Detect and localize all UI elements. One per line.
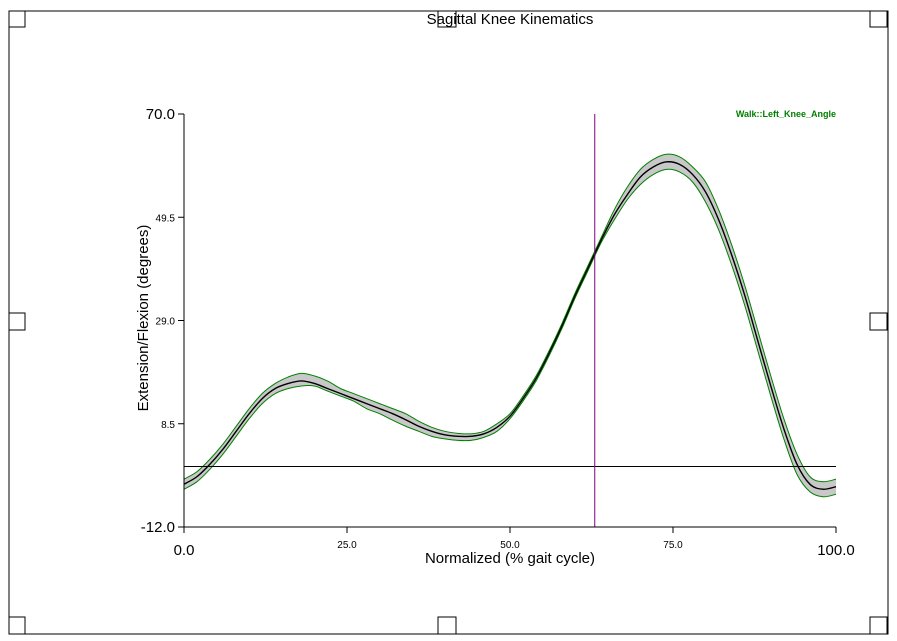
- x-tick-label: 0.0: [174, 542, 195, 559]
- x-tick-label: 25.0: [337, 540, 357, 551]
- resize-handle-top-right[interactable]: [869, 10, 888, 28]
- std-band-lower-line: [183, 168, 837, 498]
- resize-handle-top-left[interactable]: [8, 10, 26, 28]
- plot-area: 70.0 49.5 29.0 8.5 -12.0 0.0 25.0 50.0 75.0 100.0: [141, 106, 855, 559]
- std-band-fill: [184, 154, 836, 497]
- y-tick-label: 70.0: [146, 106, 175, 123]
- resize-handle-bottom-center[interactable]: [437, 616, 457, 635]
- y-tick-label: 29.0: [156, 317, 176, 328]
- resize-handle-bottom-left[interactable]: [8, 616, 26, 635]
- resize-handle-middle-left[interactable]: [8, 312, 26, 331]
- chart-title: Sagittal Knee Kinematics: [427, 11, 594, 28]
- x-tick-label: 75.0: [663, 540, 683, 551]
- y-tick-label: -12.0: [141, 519, 175, 536]
- y-axis-label: Extension/Flexion (degrees): [135, 225, 152, 412]
- y-tick-label: 49.5: [156, 213, 176, 224]
- resize-handle-bottom-right[interactable]: [869, 616, 888, 635]
- x-tick-label: 100.0: [817, 542, 855, 559]
- y-tick-label: 8.5: [161, 420, 175, 431]
- series-line-mean: [183, 161, 837, 490]
- resize-handle-middle-right[interactable]: [869, 312, 888, 331]
- x-tick-label: 50.0: [500, 540, 520, 551]
- resize-handle-top-center[interactable]: [437, 10, 457, 28]
- x-axis-label: Normalized (% gait cycle): [425, 550, 595, 567]
- legend-entry: Walk::Left_Knee_Angle: [736, 109, 836, 119]
- std-band-upper-line: [183, 153, 837, 483]
